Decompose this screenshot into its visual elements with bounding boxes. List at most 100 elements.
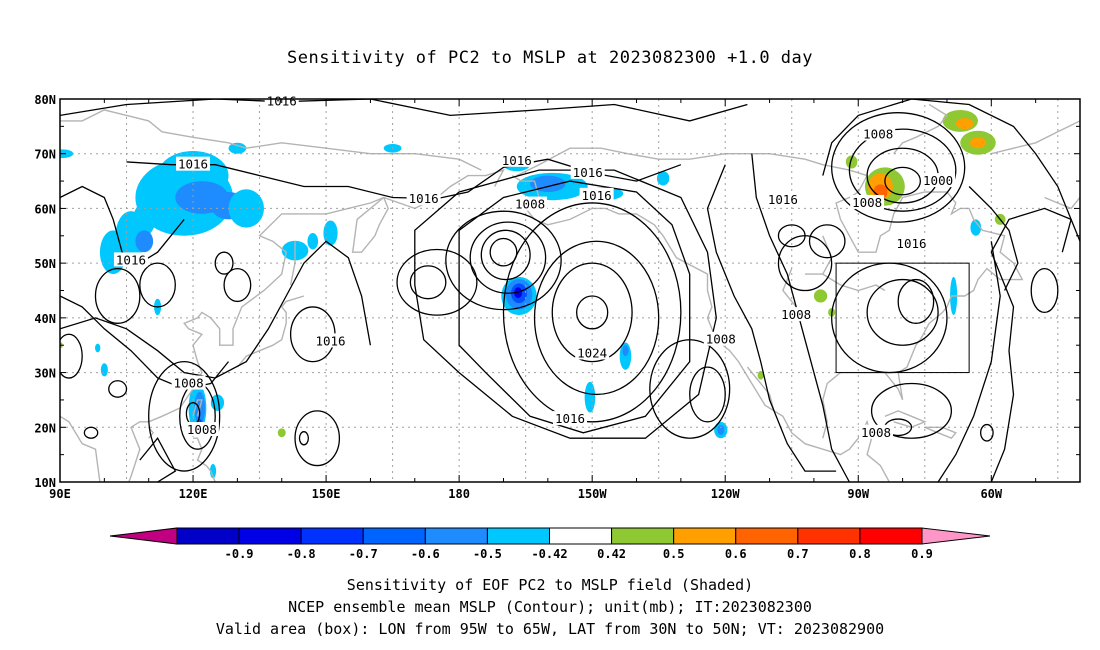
isobar [990, 207, 1080, 482]
colorbar-cell [797, 527, 861, 545]
isobar [409, 265, 447, 300]
isobar [94, 267, 141, 324]
isobar [706, 164, 837, 472]
coastline [60, 109, 482, 171]
contour-label-bg [894, 235, 929, 250]
contour-label-bg [570, 164, 605, 179]
colorbar-label: 0.8 [849, 547, 871, 561]
coastline [822, 273, 886, 292]
isobar [60, 185, 185, 264]
lon-label: 150E [312, 487, 341, 501]
isobar [533, 240, 660, 396]
isobar [60, 333, 83, 379]
shaded-region [277, 428, 286, 438]
shaded-region [100, 363, 108, 377]
shaded-region [95, 343, 101, 353]
shaded-region [323, 220, 338, 246]
colorbar-label: -0.5 [473, 547, 502, 561]
isobar [822, 99, 1072, 253]
lon-label: 120E [179, 487, 208, 501]
contour-label-bg [171, 375, 206, 390]
contour-label-bg [703, 331, 738, 346]
shaded-region [584, 381, 596, 413]
contour-label: 1016 [555, 411, 585, 426]
contour-label-bg [313, 333, 348, 348]
contour-label: 1016 [409, 191, 439, 206]
caption-line-1: Sensitivity of EOF PC2 to MSLP field (Sh… [346, 576, 754, 594]
shaded-region [656, 171, 670, 186]
colorbar-cell [611, 527, 675, 545]
isobar [108, 380, 128, 398]
coastline [805, 235, 833, 275]
shaded-region [717, 425, 725, 435]
shaded-region [970, 137, 986, 149]
isobar [751, 153, 850, 482]
coastline [893, 103, 949, 155]
coastline [60, 415, 101, 482]
colorbar-label: 0.5 [663, 547, 685, 561]
shaded-region [530, 175, 566, 193]
shaded-region [955, 118, 974, 130]
colorbar-label: -0.6 [411, 547, 440, 561]
colorbar-cell [486, 527, 550, 545]
colorbar: -0.9 -0.8 -0.7 -0.6 -0.5 -0.42 0.42 0.5 0.6 0.7 0.… [109, 527, 991, 561]
isobar [489, 237, 518, 267]
colorbar-cell [549, 527, 613, 545]
isobar [83, 426, 99, 439]
contour-label: 1016 [582, 188, 612, 203]
coastline [516, 147, 1024, 439]
contour-label: 1008 [706, 332, 736, 347]
contour-label-bg [575, 345, 610, 360]
coastline [117, 168, 505, 482]
isobar [469, 221, 547, 294]
isobar [60, 99, 748, 122]
coastline [193, 437, 216, 482]
colorbar-label: -0.8 [287, 547, 316, 561]
colorbar-cell [176, 527, 240, 545]
lat-label: 40N [34, 312, 56, 326]
contour-label-bg [579, 187, 614, 202]
contour-label-bg [176, 156, 211, 171]
contour-label: 1016 [502, 153, 532, 168]
coastline [884, 410, 927, 429]
colorbar-cell [673, 527, 737, 545]
caption-line-2: NCEP ensemble mean MSLP (Contour); unit(… [288, 598, 812, 616]
isobar [689, 366, 726, 423]
shaded-region [307, 233, 319, 250]
contour-label: 1008 [863, 127, 893, 142]
coastlines [60, 103, 1080, 482]
isobar [60, 240, 372, 379]
shaded-region [813, 289, 828, 303]
lon-label: 90E [49, 487, 71, 501]
contour-label: 1000 [923, 173, 953, 188]
contour-label: 1016 [315, 333, 345, 348]
isobar [502, 202, 682, 423]
isobar [223, 267, 252, 303]
isobar [60, 295, 230, 390]
contour-label-bg [779, 307, 814, 322]
isobar [777, 235, 833, 292]
lat-label: 30N [34, 367, 56, 381]
isobar [808, 224, 846, 259]
contour-label: 1008 [174, 376, 204, 391]
contour-label-bg [859, 424, 893, 439]
colorbar-label: 0.7 [787, 547, 809, 561]
shaded-region [622, 345, 629, 357]
isobar [831, 112, 966, 223]
isobar [458, 180, 691, 434]
lat-label: 60N [34, 202, 56, 216]
contour-labels: 1016 1016 1016 1016 1016 1016 1016 1008 1016 1024… [113, 93, 956, 440]
shaded-region [757, 370, 764, 380]
contour-label-bg [850, 194, 885, 209]
isobar [897, 278, 935, 324]
contour-label: 1008 [852, 195, 882, 210]
shaded-region [514, 287, 523, 299]
coastline [782, 268, 797, 308]
colorbar-cell [859, 527, 923, 545]
colorbar-label: 0.9 [911, 547, 933, 561]
isobar [968, 186, 1019, 291]
isobar [414, 169, 717, 439]
coastline [192, 399, 203, 417]
